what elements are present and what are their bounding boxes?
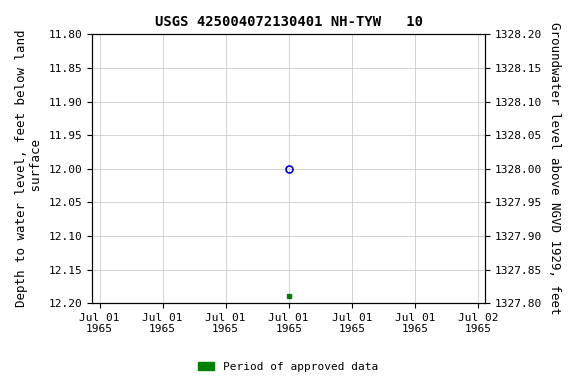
Title: USGS 425004072130401 NH-TYW   10: USGS 425004072130401 NH-TYW 10 xyxy=(155,15,423,29)
Y-axis label: Depth to water level, feet below land
 surface: Depth to water level, feet below land su… xyxy=(15,30,43,308)
Y-axis label: Groundwater level above NGVD 1929, feet: Groundwater level above NGVD 1929, feet xyxy=(548,23,561,315)
Legend: Period of approved data: Period of approved data xyxy=(193,358,383,377)
